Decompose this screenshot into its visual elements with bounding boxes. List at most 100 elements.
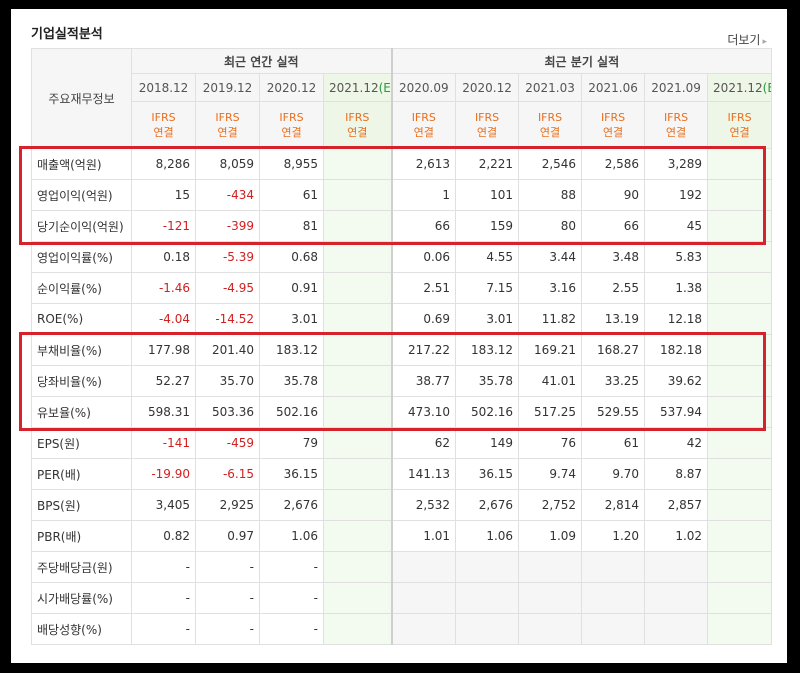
quarter-value-cell: 141.13 — [390, 458, 457, 490]
annual-value-cell: -4.04 — [131, 303, 196, 335]
row-label: 부채비율(%) — [31, 334, 132, 366]
ifrs-label: IFRS — [279, 111, 304, 124]
ifrs-basis-header: IFRS 연결 — [259, 101, 324, 149]
ifrs-basis-header: IFRS 연결 — [322, 101, 393, 149]
quarter-value-cell — [707, 458, 773, 490]
period-label: 2020.09 — [398, 80, 449, 95]
annual-value-cell: 8,059 — [195, 148, 260, 180]
annual-value-cell — [322, 458, 393, 490]
annual-value-cell: 35.70 — [195, 365, 260, 397]
quarter-value-cell — [707, 520, 773, 552]
quarter-value-cell: 42 — [644, 427, 709, 459]
table-row: PER(배) -19.90 -6.15 36.15 141.13 36.15 9.74 9.7… — [31, 458, 773, 490]
quarter-value-cell: 3.44 — [518, 241, 583, 273]
consolidated-label: 연결 — [153, 126, 174, 139]
quarter-value-cell: 41.01 — [518, 365, 583, 397]
row-label: 시가배당률(%) — [31, 582, 132, 614]
quarter-value-cell — [518, 613, 583, 645]
quarter-value-cell — [707, 582, 773, 614]
row-label: BPS(원) — [31, 489, 132, 521]
quarter-value-cell: 502.16 — [455, 396, 520, 428]
estimate-mark: (E) — [762, 80, 771, 95]
quarter-value-cell: 168.27 — [581, 334, 646, 366]
quarter-value-cell: 38.77 — [390, 365, 457, 397]
row-label: 영업이익(억원) — [31, 179, 132, 211]
ifrs-label: IFRS — [151, 111, 176, 124]
quarter-value-cell: 101 — [455, 179, 520, 211]
quarter-value-cell — [707, 396, 773, 428]
ifrs-basis-header: IFRS 연결 — [518, 101, 583, 149]
consolidated-label: 연결 — [539, 126, 561, 139]
ifrs-basis-header: IFRS 연결 — [195, 101, 260, 149]
annual-value-cell: 52.27 — [131, 365, 196, 397]
corner-header: 주요재무정보 — [31, 48, 132, 149]
screenshot-frame: 기업실적분석 더보기 ▸ 주요재무정보 최근 연간 실적 최근 분기 실적 2018.1… — [11, 9, 787, 663]
ifrs-label: IFRS — [727, 111, 752, 124]
row-label: 영업이익률(%) — [31, 241, 132, 273]
quarter-value-cell: 9.74 — [518, 458, 583, 490]
quarter-value-cell — [581, 551, 646, 583]
annual-value-cell: - — [195, 551, 260, 583]
consolidated-label: 연결 — [729, 126, 750, 139]
quarter-value-cell: 3.01 — [455, 303, 520, 335]
annual-value-cell: 35.78 — [259, 365, 324, 397]
quarter-value-cell — [707, 179, 773, 211]
financial-table: 주요재무정보 최근 연간 실적 최근 분기 실적 2018.12 2019.12 2020… — [31, 48, 773, 645]
annual-value-cell: - — [259, 582, 324, 614]
table-row: 영업이익률(%) 0.18 -5.39 0.68 0.06 4.55 3.44 3.48 5.8… — [31, 241, 773, 273]
quarter-value-cell: 3.48 — [581, 241, 646, 273]
annual-value-cell — [322, 613, 393, 645]
quarter-value-cell: 7.15 — [455, 272, 520, 304]
quarter-value-cell — [707, 613, 773, 645]
quarter-value-cell — [581, 582, 646, 614]
quarter-value-cell: 537.94 — [644, 396, 709, 428]
annual-value-cell: 1.06 — [259, 520, 324, 552]
quarter-value-cell: 159 — [455, 210, 520, 242]
quarter-value-cell: 62 — [390, 427, 457, 459]
annual-value-cell: - — [259, 551, 324, 583]
annual-value-cell: - — [131, 582, 196, 614]
annual-value-cell: 36.15 — [259, 458, 324, 490]
row-label: PER(배) — [31, 458, 132, 490]
quarter-value-cell — [644, 582, 709, 614]
quarter-value-cell — [707, 365, 773, 397]
quarter-value-cell: 1.02 — [644, 520, 709, 552]
quarter-period-header: 2020.09 — [390, 73, 457, 102]
quarter-value-cell: 36.15 — [455, 458, 520, 490]
annual-period-header: 2019.12 — [195, 73, 260, 102]
annual-value-cell — [322, 582, 393, 614]
period-label: 2021.09 — [651, 80, 701, 95]
ifrs-basis-header: IFRS 연결 — [707, 101, 773, 149]
quarter-value-cell — [455, 582, 520, 614]
quarter-value-cell — [707, 303, 773, 335]
annual-value-cell — [322, 210, 393, 242]
annual-value-cell: 177.98 — [131, 334, 196, 366]
annual-value-cell: 3.01 — [259, 303, 324, 335]
annual-value-cell: 15 — [131, 179, 196, 211]
quarter-value-cell: 217.22 — [390, 334, 457, 366]
annual-period-header: 2021.12(E) — [322, 73, 393, 102]
ifrs-basis-header: IFRS 연결 — [644, 101, 709, 149]
quarter-value-cell — [707, 210, 773, 242]
table-row: 당기순이익(억원) -121 -399 81 66 159 80 66 45 — [31, 210, 773, 242]
quarter-value-cell: 9.70 — [581, 458, 646, 490]
more-link[interactable]: 더보기 ▸ — [727, 31, 767, 48]
quarter-value-cell — [707, 427, 773, 459]
annual-value-cell: -14.52 — [195, 303, 260, 335]
table-row: 시가배당률(%) - - - — [31, 582, 773, 614]
quarter-value-cell: 33.25 — [581, 365, 646, 397]
consolidated-label: 연결 — [602, 126, 624, 139]
period-label: 2020.12 — [266, 80, 317, 95]
table-row: 배당성향(%) - - - — [31, 613, 773, 645]
annual-value-cell: -434 — [195, 179, 260, 211]
quarter-value-cell: 13.19 — [581, 303, 646, 335]
quarter-period-header: 2021.09 — [644, 73, 709, 102]
annual-value-cell: 0.97 — [195, 520, 260, 552]
quarter-value-cell: 8.87 — [644, 458, 709, 490]
quarter-value-cell: 66 — [581, 210, 646, 242]
quarter-value-cell: 39.62 — [644, 365, 709, 397]
table-row: 주당배당금(원) - - - — [31, 551, 773, 583]
table-row: 순이익률(%) -1.46 -4.95 0.91 2.51 7.15 3.16 2.55 1.3… — [31, 272, 773, 304]
quarter-value-cell: 11.82 — [518, 303, 583, 335]
quarter-value-cell — [390, 582, 457, 614]
